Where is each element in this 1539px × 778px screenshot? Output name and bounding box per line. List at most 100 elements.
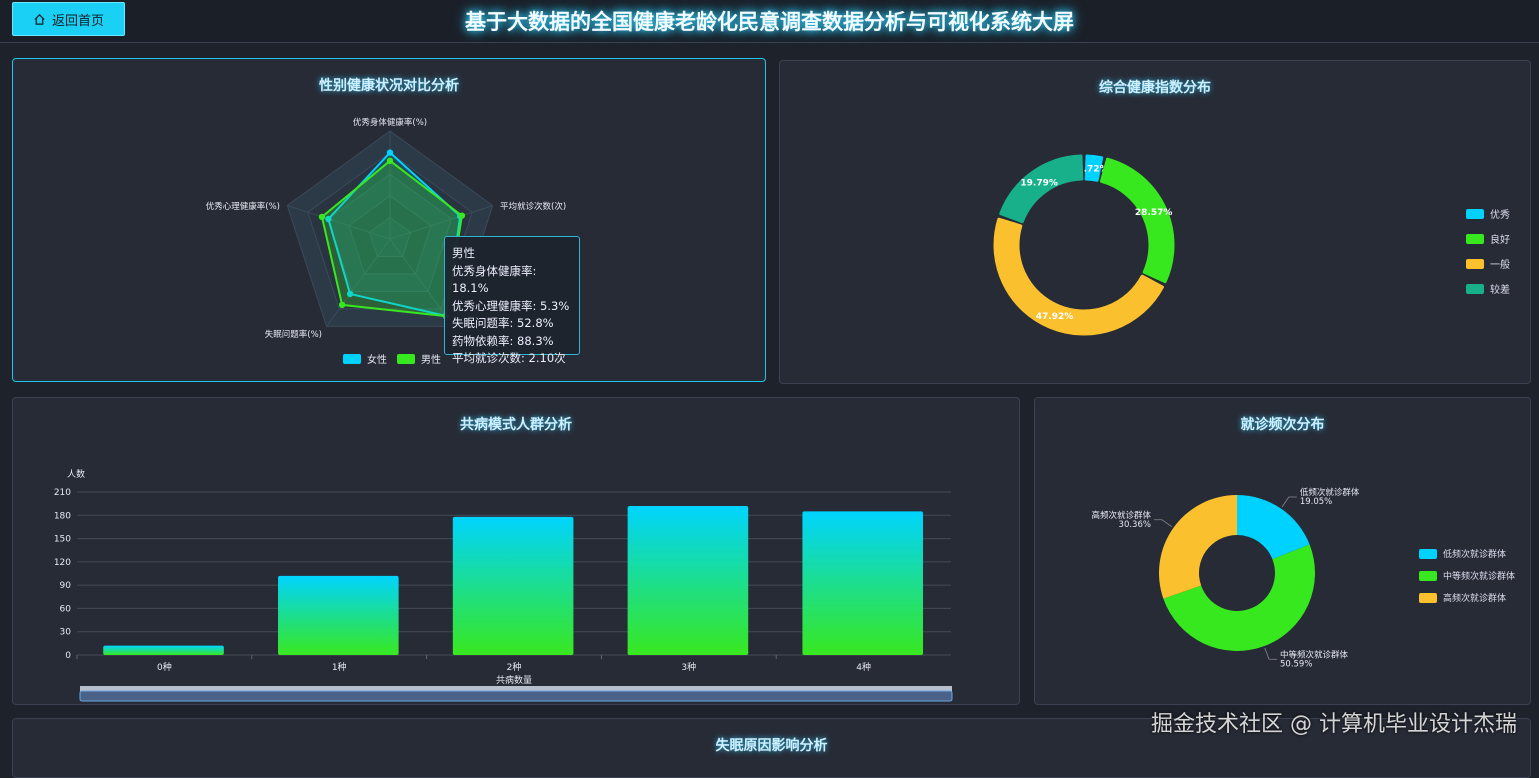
legend-item[interactable]: 优秀 [1466, 206, 1510, 221]
legend-label: 低频次就诊群体 [1443, 550, 1507, 560]
radar-indicator-label: 优秀身体健康率(%) [353, 117, 427, 128]
radar-axis [287, 205, 391, 240]
bar [452, 516, 574, 655]
data-zoom-window [79, 690, 953, 702]
legend-item[interactable]: 中等频次就诊群体 [1419, 569, 1515, 582]
label-line [1281, 496, 1297, 508]
y-tick-label: 0 [65, 651, 71, 661]
y-axis-label: 人数 [67, 468, 85, 480]
x-tick-label: 0种 [157, 661, 172, 673]
legend-swatch [1419, 570, 1437, 581]
x-axis-label: 共病数量 [496, 674, 532, 686]
radar-chart: 优秀身体健康率(%) 优秀心理健康率(%) 失眠问题率(%) 平均就诊次数(次) [206, 117, 566, 340]
bar [627, 505, 749, 655]
legend-item[interactable]: 良好 [1466, 231, 1510, 246]
radar-axis [326, 238, 391, 327]
legend-swatch [1419, 592, 1437, 603]
bar [103, 645, 224, 655]
y-tick-label: 180 [54, 511, 71, 521]
donut-slice-0 [1237, 495, 1310, 560]
radar-point [338, 301, 346, 309]
legend-label: 一般 [1490, 260, 1510, 271]
legend-swatch [1466, 258, 1484, 269]
donut-label: 3.72% [1077, 165, 1108, 175]
radar-point [318, 213, 326, 221]
legend-label: 优秀 [1490, 210, 1510, 221]
donut-slice-2 [993, 217, 1164, 336]
tooltip-line: 药物依赖率: 88.3% [452, 333, 554, 348]
legend-item[interactable]: 较差 [1466, 281, 1510, 296]
legend-swatch [1466, 233, 1484, 244]
health-index-panel: 综合健康指数分布 3.72% 28.57% 47.92% 19.79% 优秀 良好 一般较… [779, 60, 1531, 384]
donut-label-value: 19.05% [1300, 497, 1332, 507]
legend-item-female[interactable]: 女性 [343, 351, 387, 366]
page-title: 基于大数据的全国健康老龄化民意调查数据分析与可视化系统大屏 [465, 10, 1074, 34]
x-tick-label: 2种 [507, 661, 522, 673]
tooltip-line: 平均就诊次数: 2.10次 [452, 351, 566, 365]
radar-tooltip: 男性 优秀身体健康率: 18.1% 优秀心理健康率: 5.3% 失眠问题率: 5… [444, 236, 580, 365]
label-line [1264, 647, 1278, 660]
home-icon [34, 13, 45, 25]
donut-slice-0 [1084, 154, 1104, 182]
radar-series-1 [320, 159, 463, 318]
header: 返回首页 基于大数据的全国健康老龄化民意调查数据分析与可视化系统大屏 [0, 0, 1539, 43]
panel-title: 共病模式人群分析 [460, 417, 572, 433]
legend-label: 良好 [1490, 235, 1510, 246]
radar-indicator-label: 平均就诊次数(次) [500, 201, 566, 212]
health-index-donut: 3.72% 28.57% 47.92% 19.79% [993, 154, 1175, 336]
tooltip-title: 男性 [452, 246, 475, 260]
donut-slice-1 [1163, 544, 1315, 652]
visits-panel: 就诊频次分布 低频次就诊群体 19.05% 中等频次就诊群体 50.59% 高频次就诊群… [1034, 397, 1531, 705]
visits-legend: 低频次就诊群体 中等频次就诊群体 高频次就诊群体 [1419, 547, 1515, 604]
watermark: 掘金技术社区 @ 计算机毕业设计杰瑞 [1151, 712, 1517, 737]
comorbidity-panel: 共病模式人群分析 0 30 60 90 120 150 180 210 人数 0种 1种 2种 3种 4种… [12, 397, 1020, 705]
back-home-button[interactable]: 返回首页 [12, 2, 125, 36]
radar-legend: 女性 男性 [343, 351, 441, 366]
panel-title: 性别健康状况对比分析 [319, 78, 459, 94]
y-tick-label: 60 [60, 604, 72, 614]
tooltip-line: 优秀身体健康率: 18.1% [452, 263, 537, 296]
radar-point [346, 290, 354, 298]
bar [802, 511, 924, 655]
y-tick-label: 150 [54, 535, 71, 545]
legend-label: 高频次就诊群体 [1443, 594, 1507, 604]
panel-title: 就诊频次分布 [1240, 417, 1325, 433]
donut-label-value: 30.36% [1119, 520, 1151, 530]
radar-axis [389, 205, 493, 240]
x-tick-label: 3种 [681, 661, 696, 673]
radar-axis [389, 238, 454, 327]
data-zoom-slider[interactable] [79, 686, 953, 702]
donut-label-name: 低频次就诊群体 [1300, 487, 1360, 498]
legend-item[interactable]: 高频次就诊群体 [1419, 591, 1515, 604]
radar-point [458, 212, 466, 219]
legend-item[interactable]: 低频次就诊群体 [1419, 547, 1515, 560]
donut-label-value: 50.59% [1280, 659, 1312, 669]
donut-label-name: 中等频次就诊群体 [1280, 649, 1349, 660]
radar-indicator-label: 优秀心理健康率(%) [206, 201, 280, 212]
panel-title: 失眠原因影响分析 [715, 738, 828, 754]
donut-label: 28.57% [1135, 208, 1173, 218]
health-index-legend: 优秀 良好 一般 较差 [1466, 206, 1510, 296]
data-zoom-bar [80, 686, 952, 691]
back-home-label: 返回首页 [51, 13, 104, 29]
tooltip-line: 优秀心理健康率: 5.3% [452, 298, 570, 313]
donut-label: 19.79% [1020, 178, 1058, 188]
radar-point [386, 157, 394, 165]
legend-label: 较差 [1490, 285, 1510, 296]
legend-label: 中等频次就诊群体 [1443, 572, 1516, 582]
legend-item-male[interactable]: 男性 [397, 351, 441, 366]
panel-title: 综合健康指数分布 [1099, 80, 1211, 96]
legend-item[interactable]: 一般 [1466, 256, 1510, 271]
donut-label-name: 高频次就诊群体 [1091, 510, 1151, 521]
y-tick-label: 210 [54, 488, 71, 498]
legend-swatch [1466, 283, 1484, 294]
legend-swatch [1419, 548, 1437, 559]
tooltip-line: 失眠问题率: 52.8% [452, 316, 554, 330]
x-tick-label: 4种 [856, 661, 871, 673]
donut-slice-3 [999, 154, 1084, 224]
radar-point [386, 149, 394, 156]
radar-point [325, 215, 332, 223]
y-tick-label: 90 [60, 581, 72, 591]
donut-slice-1 [1099, 157, 1175, 284]
bar [278, 575, 399, 655]
